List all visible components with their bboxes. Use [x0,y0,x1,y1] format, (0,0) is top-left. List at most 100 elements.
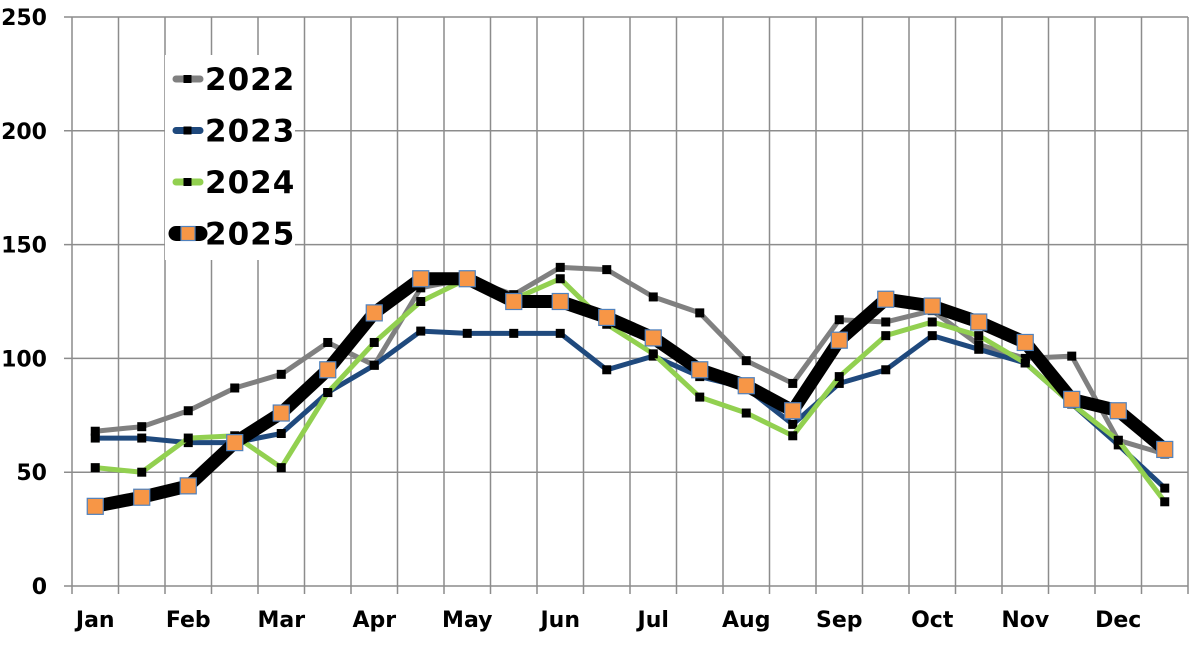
data-point-marker [830,331,848,349]
x-tick-label: Oct [911,608,954,633]
legend-item-2022: 2022 [172,62,295,98]
legend-label: 2023 [205,114,295,150]
data-point-marker [974,331,984,341]
series-2022 [90,262,1170,459]
data-point-marker [90,426,100,436]
data-point-marker [505,292,523,311]
legend-label: 2025 [205,217,295,253]
data-point-marker [974,344,984,354]
data-point-marker [458,270,476,288]
data-point-marker [1020,358,1030,368]
x-tick-label: Jan [74,608,115,633]
data-point-marker [230,383,240,393]
y-tick-label: 150 [1,234,47,259]
data-point-marker [974,340,984,350]
data-point-marker [137,467,147,477]
data-point-marker [137,433,147,443]
x-tick-label: Jun [538,608,580,633]
data-point-marker [834,315,844,325]
data-point-marker [644,329,662,347]
data-point-marker [137,422,147,432]
data-point-marker [788,378,798,388]
data-point-marker [1016,333,1034,352]
legend-label: 2022 [205,62,295,98]
x-tick-label: Nov [1001,608,1050,633]
data-point-marker [881,365,891,375]
data-point-marker [1020,353,1030,363]
data-point-marker [323,388,333,398]
data-point-marker [1067,351,1077,361]
data-point-marker [788,419,798,429]
data-point-marker [369,360,379,370]
data-point-marker [1160,497,1170,507]
data-point-marker [881,331,891,341]
data-point-marker [509,328,519,338]
legend-marker [183,126,192,135]
data-point-marker [1160,483,1170,493]
data-point-marker [272,404,290,422]
data-point-marker [226,434,244,452]
legend-label: 2024 [205,165,295,201]
legend-marker [180,225,196,242]
x-tick-label: Feb [166,608,211,633]
data-point-marker [462,328,472,338]
data-point-marker [551,292,569,311]
data-point-marker [927,331,937,341]
series-line [95,264,1166,457]
data-point-marker [927,317,937,327]
y-tick-label: 50 [16,461,47,486]
data-point-marker [555,262,565,272]
x-tick-label: May [442,608,492,633]
data-point-marker [923,297,941,315]
data-point-marker [1113,435,1123,445]
data-point-marker [881,317,891,327]
data-point-marker [276,369,286,379]
legend-item-2024: 2024 [172,165,295,201]
data-point-marker [365,304,383,322]
data-point-marker [183,406,193,416]
data-point-marker [416,297,426,306]
series-line [95,276,1167,504]
series-line [95,328,1167,490]
data-point-marker [555,274,565,284]
data-series [86,262,1174,515]
data-point-marker [179,477,197,495]
data-point-marker [1063,390,1081,408]
data-point-marker [183,438,193,448]
x-tick-label: Mar [257,608,305,633]
data-point-marker [737,377,755,395]
data-point-marker [695,308,705,318]
data-point-marker [695,392,705,402]
data-point-marker [86,497,104,515]
data-point-marker [416,326,426,336]
legend-marker [183,178,192,186]
data-point-marker [555,328,565,338]
x-tick-label: Aug [722,608,770,633]
x-tick-label: Sep [816,608,863,633]
data-point-marker [183,433,193,443]
y-tick-label: 100 [1,347,47,372]
data-point-marker [691,361,709,379]
data-point-marker [276,463,286,473]
data-point-marker [602,365,612,375]
data-point-marker [741,356,751,366]
data-point-marker [784,402,802,420]
data-point-marker [412,270,430,288]
data-point-marker [602,265,612,275]
x-tick-label: Jul [636,608,669,633]
data-point-marker [369,337,379,347]
data-point-marker [323,337,333,347]
x-axis-labels: Jan Feb Mar Apr May Jun Jul Aug Sep Oct Nov Dec [74,608,1141,633]
data-point-marker [319,361,337,379]
x-tick-label: Apr [352,608,396,633]
legend: 2022 2023 2024 2025 [165,55,295,260]
series-2024 [90,274,1170,507]
data-point-marker [741,408,751,418]
legend-marker [183,75,192,83]
y-axis-labels: 0 50 100 150 200 250 [1,6,47,600]
x-tick-label: Dec [1095,608,1141,633]
data-point-marker [133,488,151,506]
legend-item-2025: 2025 [168,217,295,253]
data-point-marker [416,283,426,293]
data-point-marker [970,313,988,331]
